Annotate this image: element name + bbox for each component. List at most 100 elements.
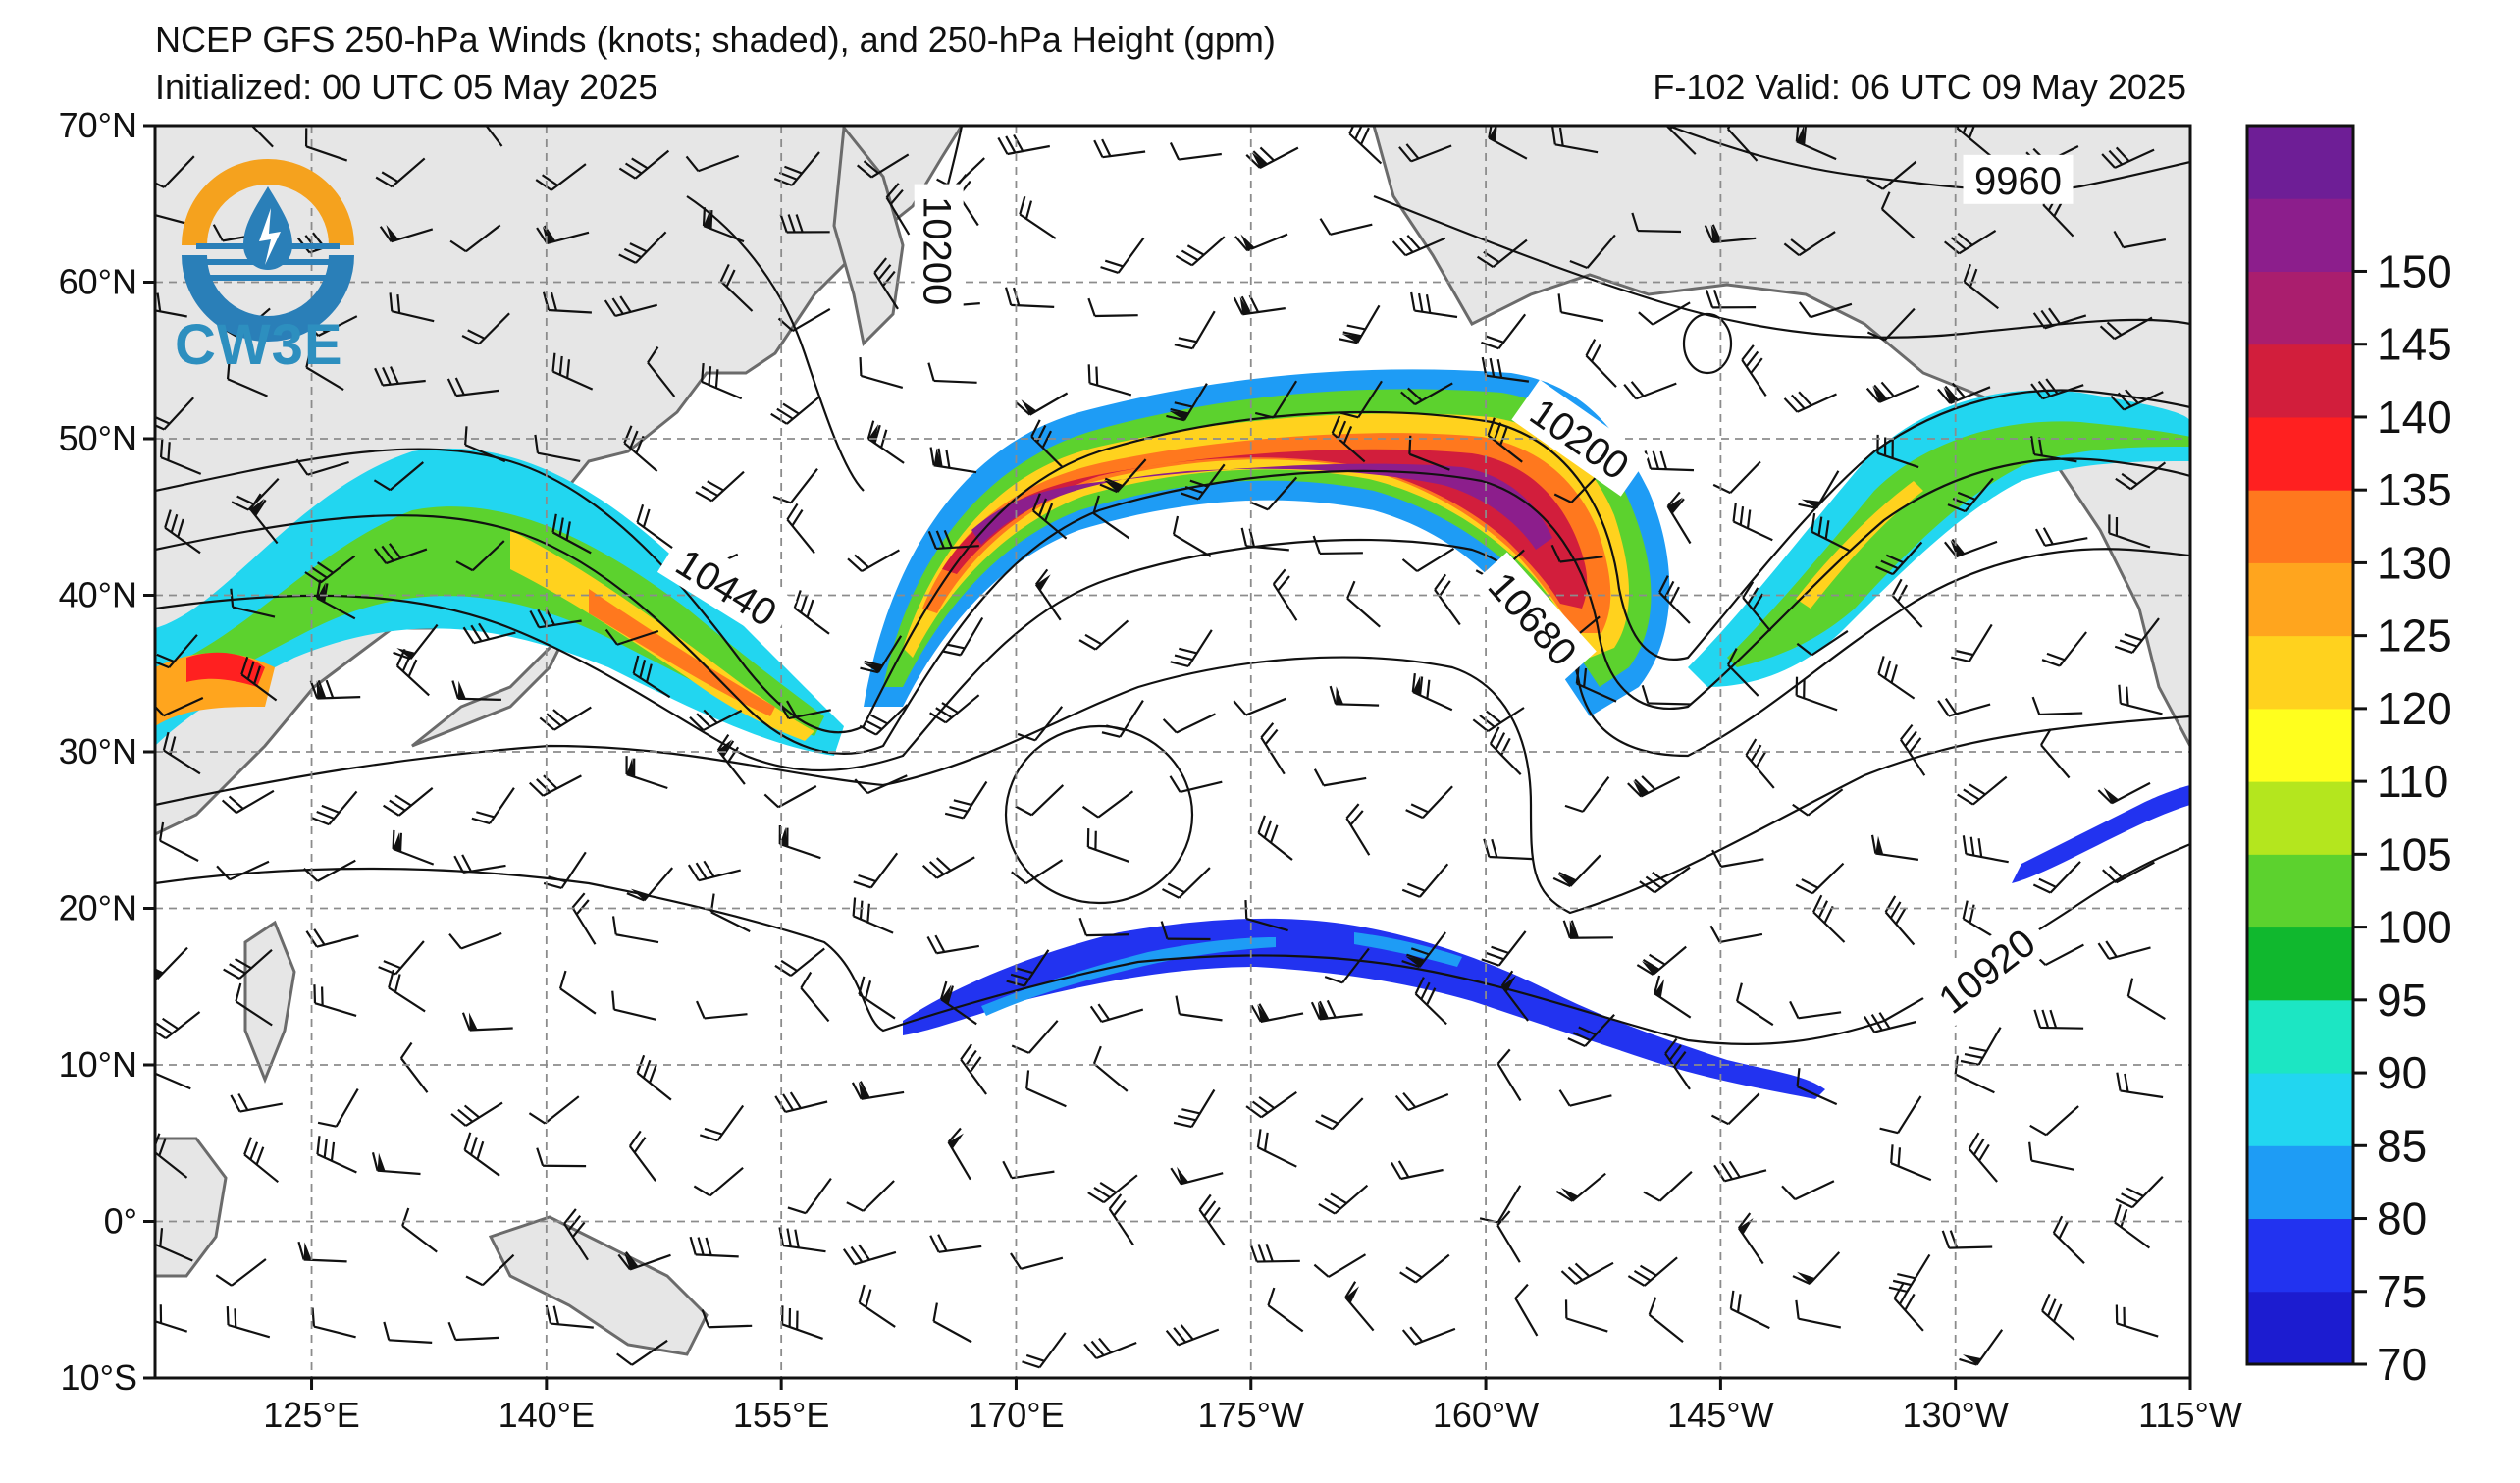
wind-barb xyxy=(1745,738,1775,789)
lon-tick-label: 115°W xyxy=(2138,1395,2242,1435)
wind-barb xyxy=(1092,1045,1129,1092)
logo-text: CW3E xyxy=(175,313,343,377)
wind-barb xyxy=(942,616,984,657)
wind-barb xyxy=(551,352,594,391)
colorbar-label: 95 xyxy=(2377,975,2427,1026)
wind-barb xyxy=(1627,1256,1678,1287)
wind-barb xyxy=(463,1132,500,1177)
wind-barb xyxy=(1864,1012,1917,1033)
wind-barb xyxy=(1180,463,1226,501)
wind-barb xyxy=(295,458,349,476)
wind-barb xyxy=(2115,461,2167,491)
height-contours xyxy=(155,126,2190,1046)
logo-ring-top xyxy=(182,159,354,246)
wind-barb xyxy=(939,980,977,1026)
wind-barb xyxy=(2040,728,2071,779)
colorbar-label: 140 xyxy=(2377,392,2452,443)
wind-barb xyxy=(873,257,899,310)
wind-barb xyxy=(944,780,988,820)
wind-barb xyxy=(1789,1000,1842,1020)
wind-barb xyxy=(1414,977,1447,1026)
wind-barb xyxy=(1169,775,1223,793)
wind-barb xyxy=(1100,237,1145,274)
colorbar-swatch xyxy=(2247,1073,2353,1146)
wind-barb xyxy=(2099,316,2153,341)
wind-barb xyxy=(2029,1105,2079,1137)
wind-barb xyxy=(373,461,425,492)
lat-tick-label: 60°N xyxy=(59,262,137,302)
wind-barb xyxy=(371,1152,421,1176)
wind-barb xyxy=(1968,1132,1998,1183)
wind-barb xyxy=(618,149,670,180)
wind-barb xyxy=(536,1147,587,1168)
wind-barb xyxy=(1078,619,1129,651)
wind-barb xyxy=(1557,293,1604,323)
wind-barb xyxy=(842,1244,897,1266)
colorbar: 70 75 80 85 90 95 100 105 110 120 125 130 135 140 145 1… xyxy=(2245,124,2452,1390)
wind-barb xyxy=(1641,684,1692,706)
wind-barb xyxy=(1481,313,1527,350)
wind-barb xyxy=(1170,1166,1224,1186)
wind-barb xyxy=(1401,547,1455,573)
wind-barb xyxy=(1175,995,1223,1022)
wind-barb xyxy=(1798,470,1840,509)
wind-barb xyxy=(1319,218,1373,236)
wind-barb xyxy=(786,503,815,555)
wind-barb xyxy=(2118,684,2163,715)
wind-barb xyxy=(1957,775,2008,806)
wind-barb xyxy=(2114,617,2160,654)
wind-barb xyxy=(221,789,275,814)
wind-barb xyxy=(563,1208,589,1261)
wind-barb xyxy=(2032,307,2087,330)
wind-barb xyxy=(1732,503,1773,542)
wind-barb xyxy=(316,579,356,620)
wind-barb xyxy=(1713,1160,1767,1183)
wind-barb xyxy=(379,224,434,243)
wind-barb xyxy=(1726,648,1759,697)
wind-barb xyxy=(1795,676,1838,712)
wind-barb xyxy=(1267,1287,1304,1333)
wind-barb xyxy=(1002,1160,1055,1180)
wind-barb xyxy=(689,1236,739,1258)
wind-barb xyxy=(770,395,821,425)
wind-barb xyxy=(1654,975,1692,1019)
wind-barb xyxy=(450,1101,503,1127)
lon-tick-label: 155°E xyxy=(733,1395,829,1435)
wind-barb xyxy=(1086,828,1129,863)
wind-barb xyxy=(1795,862,1845,895)
wind-barb xyxy=(223,948,273,980)
wind-barb xyxy=(1081,790,1134,819)
colorbar-swatch xyxy=(2247,344,2353,418)
contour-label-bg xyxy=(1511,379,1650,497)
wind-barb xyxy=(1019,195,1057,239)
wind-barb xyxy=(309,679,361,700)
lat-tick-label: 30°N xyxy=(59,731,137,771)
wind-barb xyxy=(1937,382,1991,404)
colorbar-swatch xyxy=(2247,1291,2353,1365)
lat-lon-grid xyxy=(155,126,2190,1378)
wind-barb xyxy=(536,225,590,245)
wind-barb xyxy=(2033,1009,2084,1030)
wind-barb xyxy=(1487,417,1523,463)
wind-barb xyxy=(155,1304,188,1333)
wind-barb xyxy=(1514,1283,1539,1337)
lat-tick-label: 20°N xyxy=(59,888,137,928)
wind-barb xyxy=(1108,1193,1134,1246)
wind-barb xyxy=(571,892,597,945)
wind-barb xyxy=(604,295,657,318)
wind-barb xyxy=(1552,854,1601,887)
wind-barb xyxy=(374,366,426,387)
lon-tick-label: 140°E xyxy=(499,1395,595,1435)
colorbar-label: 110 xyxy=(2377,756,2448,807)
wind-barb xyxy=(1792,1251,1841,1286)
wind-barb xyxy=(1481,930,1527,967)
init-time: Initialized: 00 UTC 05 May 2025 xyxy=(155,67,658,107)
wind-barb xyxy=(1567,1014,1615,1048)
wind-barb xyxy=(780,1305,823,1340)
contour-label-bg xyxy=(914,184,964,318)
wind-barb xyxy=(311,1307,356,1339)
wind-barb xyxy=(1643,1170,1693,1202)
wind-barb xyxy=(927,529,979,551)
wind-barb xyxy=(230,1092,283,1113)
wind-barb xyxy=(1010,1252,1064,1270)
